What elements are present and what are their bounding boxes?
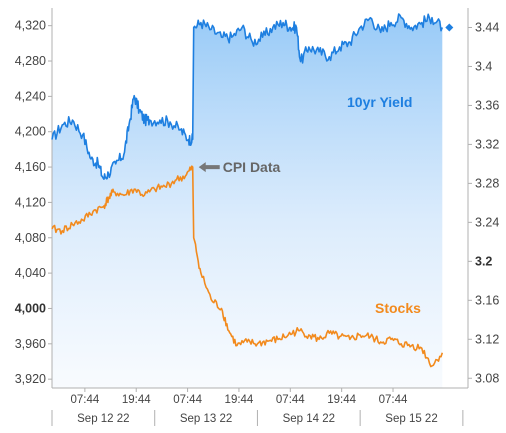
x-time-label: 07:44 <box>276 394 305 406</box>
yield-line <box>51 13 444 180</box>
x-time-label: 07:44 <box>379 394 408 406</box>
right-tick-label: 3.4 <box>475 59 492 73</box>
right-tick-label: 3.32 <box>475 137 499 151</box>
stocks-line <box>51 165 444 368</box>
x-time-label: 19:44 <box>225 394 254 406</box>
cpi-arrow-icon <box>198 162 220 173</box>
yield-end-marker <box>445 23 454 32</box>
x-time-label: 19:44 <box>122 394 151 406</box>
left-tick-label: 4,080 <box>15 231 46 245</box>
right-tick-label: 3.24 <box>475 215 499 229</box>
stocks-series-label: Stocks <box>375 300 421 316</box>
right-tick-label: 3.44 <box>475 20 499 34</box>
x-time-label: 07:44 <box>70 394 99 406</box>
right-tick-label: 3.12 <box>475 332 499 346</box>
x-date-label: Sep 14 22 <box>283 413 335 425</box>
right-tick-label: 3.28 <box>475 176 499 190</box>
x-time-label: 07:44 <box>173 394 202 406</box>
right-tick-label: 3.16 <box>475 293 499 307</box>
left-tick-label: 4,120 <box>15 195 46 209</box>
left-tick-label: 3,960 <box>15 337 46 351</box>
x-date-label: Sep 12 22 <box>77 413 129 425</box>
right-tick-label: 3.36 <box>475 98 499 112</box>
left-tick-label: 4,280 <box>15 54 46 68</box>
left-tick-label: 3,920 <box>15 372 46 386</box>
yield-series-label: 10yr Yield <box>347 94 412 110</box>
right-tick-label: 3.2 <box>475 254 492 268</box>
left-tick-label: 4,240 <box>15 89 46 103</box>
left-tick-label: 4,040 <box>15 266 46 280</box>
left-tick-label: 4,000 <box>15 301 46 315</box>
left-tick-label: 4,200 <box>15 125 46 139</box>
right-tick-label: 3.08 <box>475 371 499 385</box>
x-date-label: Sep 13 22 <box>180 413 232 425</box>
x-time-label: 19:44 <box>327 394 356 406</box>
cpi-annotation: CPI Data <box>223 159 281 175</box>
x-date-label: Sep 15 22 <box>385 413 437 425</box>
yield-area <box>52 14 443 388</box>
left-tick-label: 4,320 <box>15 19 46 33</box>
left-tick-label: 4,160 <box>15 160 46 174</box>
